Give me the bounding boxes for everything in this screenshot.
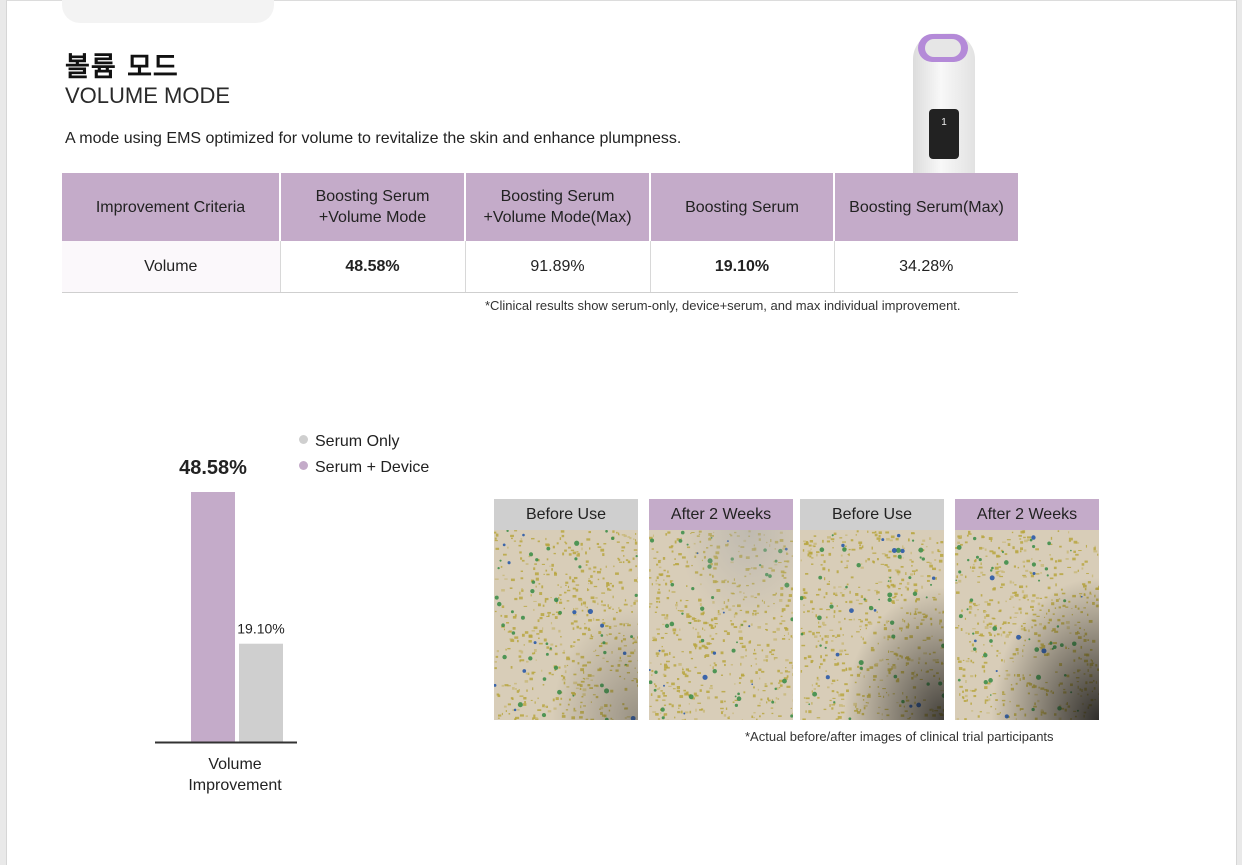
- bar-serum-device: [191, 492, 235, 742]
- legend-dot: [299, 435, 308, 444]
- chart-legend: Serum Only Serum + Device: [299, 429, 429, 481]
- photo-panel: Before Use: [800, 499, 944, 721]
- table-header-cell: Boosting Serum+Volume Mode(Max): [465, 173, 650, 241]
- table-row: Volume 48.58% 91.89% 19.10% 34.28%: [62, 241, 1018, 293]
- table-header-row: Improvement Criteria Boosting Serum+Volu…: [62, 173, 1018, 241]
- legend-dot: [299, 461, 308, 470]
- photo-panel: Before Use: [494, 499, 638, 721]
- bar-value-label: 19.10%: [237, 621, 284, 637]
- mode-description: A mode using EMS optimized for volume to…: [65, 130, 681, 148]
- bar-serum-only: [239, 644, 283, 742]
- table-cell-criteria: Volume: [62, 241, 280, 293]
- legend-label: Serum + Device: [315, 459, 429, 476]
- skin-photo: [494, 530, 638, 720]
- device-illustration: 1: [911, 29, 977, 174]
- table-header-cell: Improvement Criteria: [62, 173, 280, 241]
- skin-shadow: [649, 530, 793, 720]
- results-table: Improvement Criteria Boosting Serum+Volu…: [62, 173, 1018, 293]
- photo-panel: After 2 Weeks: [955, 499, 1099, 721]
- legend-label: Serum Only: [315, 433, 399, 450]
- photo-caption: Before Use: [800, 499, 944, 530]
- chart-svg: 48.58% 19.10% Volume Improvement: [147, 421, 297, 811]
- x-tick-label: Volume: [208, 756, 261, 773]
- table-cell: 19.10%: [650, 241, 834, 293]
- photo-footnote: *Actual before/after images of clinical …: [745, 729, 1054, 744]
- volume-bar-chart: 48.58% 19.10% Volume Improvement Serum Only…: [147, 421, 467, 811]
- skin-shadow: [955, 530, 1099, 720]
- device-screen: 1: [929, 109, 959, 159]
- skin-shadow: [494, 530, 638, 720]
- table-header-cell: Boosting Serum: [650, 173, 834, 241]
- photo-caption: After 2 Weeks: [649, 499, 793, 530]
- photo-caption: Before Use: [494, 499, 638, 530]
- before-after-gallery: Before Use After 2 Weeks Before Use Afte…: [494, 499, 1106, 721]
- skin-photo: [649, 530, 793, 720]
- device-head-pad: [925, 39, 961, 57]
- page-title-korean: 볼륨 모드: [65, 45, 179, 84]
- table-footnote: *Clinical results show serum-only, devic…: [485, 298, 961, 313]
- skin-photo: [955, 530, 1099, 720]
- photo-panel: After 2 Weeks: [649, 499, 793, 721]
- x-tick-label: Improvement: [188, 777, 282, 794]
- table-header-cell: Boosting Serum(Max): [834, 173, 1018, 241]
- table-cell: 48.58%: [280, 241, 465, 293]
- skin-photo: [800, 530, 944, 720]
- photo-caption: After 2 Weeks: [955, 499, 1099, 530]
- top-tab[interactable]: [62, 0, 274, 23]
- legend-item: Serum + Device: [299, 455, 429, 481]
- legend-item: Serum Only: [299, 429, 429, 455]
- skin-shadow: [800, 530, 944, 720]
- table-header-cell: Boosting Serum+Volume Mode: [280, 173, 465, 241]
- page: 볼륨 모드 VOLUME MODE A mode using EMS optim…: [6, 0, 1237, 865]
- page-title: VOLUME MODE: [65, 83, 230, 109]
- table-cell: 34.28%: [834, 241, 1018, 293]
- bar-value-label: 48.58%: [179, 457, 247, 479]
- device-screen-glyph: 1: [933, 117, 955, 128]
- table-cell: 91.89%: [465, 241, 650, 293]
